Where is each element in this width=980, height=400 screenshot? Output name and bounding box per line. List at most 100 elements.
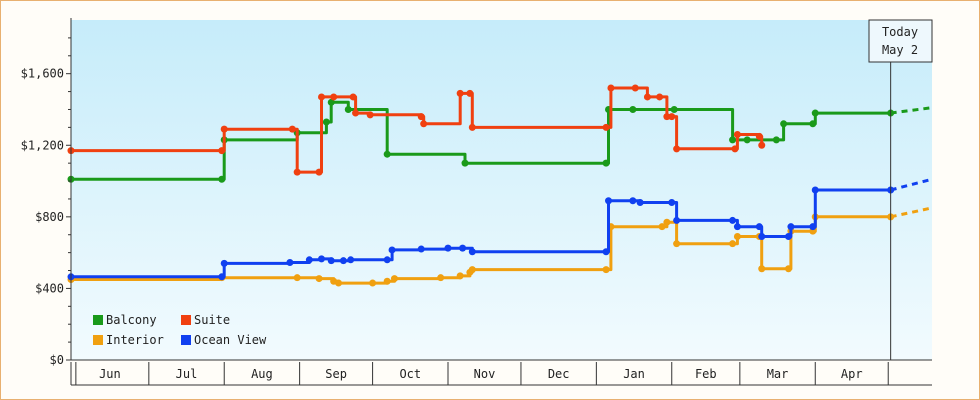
series-forecast-ocean-view — [890, 177, 933, 192]
today-label: Today — [882, 25, 918, 39]
data-point-suite — [318, 93, 326, 101]
data-point-balcony — [322, 118, 330, 126]
data-point-interior — [315, 275, 323, 283]
data-point-ocean-view — [755, 223, 763, 231]
data-point-ocean-view — [811, 186, 819, 194]
data-point-ocean-view — [636, 199, 644, 207]
series-forecast-interior — [890, 206, 933, 219]
data-point-ocean-view — [327, 257, 335, 265]
data-point-ocean-view — [347, 256, 355, 264]
data-point-suite — [731, 145, 739, 153]
month-label: Mar — [767, 367, 789, 381]
data-point-suite — [656, 93, 664, 101]
data-point-interior — [733, 233, 741, 241]
y-axis-ticks: $0 $400 $800 $1,200 $1,600 — [21, 37, 71, 367]
data-point-interior — [468, 266, 476, 274]
data-point-suite — [456, 89, 464, 97]
data-point-ocean-view — [733, 223, 741, 231]
data-point-suite — [288, 125, 296, 133]
data-point-interior — [758, 265, 766, 273]
data-point-suite — [366, 111, 374, 119]
legend-label-ocean-view: Ocean View — [194, 333, 267, 347]
plot-background — [71, 20, 932, 360]
today-marker: Today May 2 — [868, 19, 933, 360]
data-point-suite — [468, 123, 476, 131]
y-tick-label: $1,600 — [21, 67, 64, 81]
month-label: Feb — [695, 367, 717, 381]
data-point-suite — [663, 113, 671, 121]
y-tick-label: $800 — [35, 210, 64, 224]
data-point-suite — [733, 131, 741, 139]
data-point-suite — [755, 132, 763, 140]
legend-swatch-ocean-view — [181, 335, 191, 345]
data-point-suite — [602, 123, 610, 131]
data-point-ocean-view — [629, 197, 637, 205]
data-point-balcony — [629, 105, 637, 113]
legend: Balcony Suite Interior Ocean View — [93, 313, 267, 347]
data-point-suite — [631, 84, 639, 92]
legend-swatch-suite — [181, 315, 191, 325]
legend-label-interior: Interior — [106, 333, 164, 347]
series-line-ocean-view — [71, 188, 891, 279]
data-point-interior — [293, 274, 301, 282]
data-point-suite — [352, 109, 360, 117]
data-point-suite — [673, 145, 681, 153]
data-point-ocean-view — [459, 244, 467, 252]
data-point-ocean-view — [758, 233, 766, 241]
data-point-ocean-view — [468, 248, 476, 256]
data-point-ocean-view — [417, 245, 425, 253]
data-point-balcony — [461, 159, 469, 167]
data-point-interior — [658, 223, 666, 231]
data-point-ocean-view — [444, 244, 452, 252]
data-point-balcony — [811, 109, 819, 117]
data-point-suite — [330, 93, 338, 101]
month-label: Nov — [474, 367, 496, 381]
data-point-ocean-view — [787, 223, 795, 231]
data-point-ocean-view — [218, 273, 226, 281]
data-point-balcony — [383, 150, 391, 158]
data-point-suite — [420, 120, 428, 128]
data-point-balcony — [218, 175, 226, 183]
data-point-ocean-view — [605, 197, 613, 205]
data-point-suite — [607, 84, 615, 92]
month-label: Jun — [99, 367, 121, 381]
month-label: Aug — [251, 367, 273, 381]
y-tick-label: $1,200 — [21, 138, 64, 152]
data-point-interior — [383, 277, 391, 285]
data-point-ocean-view — [388, 246, 396, 254]
data-point-interior — [456, 272, 464, 280]
data-point-ocean-view — [729, 216, 737, 224]
data-point-suite — [315, 168, 323, 176]
data-point-ocean-view — [602, 248, 610, 256]
data-point-balcony — [344, 105, 352, 113]
data-point-balcony — [743, 136, 751, 144]
today-date: May 2 — [882, 43, 918, 57]
data-point-balcony — [670, 105, 678, 113]
data-point-balcony — [327, 98, 335, 106]
month-label: Apr — [841, 367, 863, 381]
data-point-suite — [220, 125, 228, 133]
data-point-suite — [466, 89, 474, 97]
series-layer — [67, 84, 933, 287]
data-point-suite — [349, 93, 357, 101]
month-axis: Jun Jul Aug Sep Oct Nov Dec Jan Feb Mar Apr — [70, 362, 932, 386]
data-point-interior — [390, 275, 398, 283]
data-point-ocean-view — [668, 199, 676, 207]
data-point-interior — [437, 274, 445, 282]
data-point-ocean-view — [305, 256, 313, 264]
data-point-balcony — [729, 136, 737, 144]
data-point-suite — [643, 93, 651, 101]
month-label: Jan — [623, 367, 645, 381]
today-box — [868, 19, 933, 63]
data-point-suite — [417, 113, 425, 121]
data-point-interior — [335, 279, 343, 287]
data-point-interior — [673, 240, 681, 248]
data-point-ocean-view — [220, 259, 228, 267]
data-point-interior — [785, 265, 792, 273]
data-point-suite — [293, 168, 301, 176]
data-point-ocean-view — [383, 256, 391, 264]
data-point-ocean-view — [318, 255, 326, 263]
data-point-interior — [663, 218, 671, 226]
legend-swatch-interior — [93, 335, 103, 345]
data-point-ocean-view — [673, 216, 681, 224]
